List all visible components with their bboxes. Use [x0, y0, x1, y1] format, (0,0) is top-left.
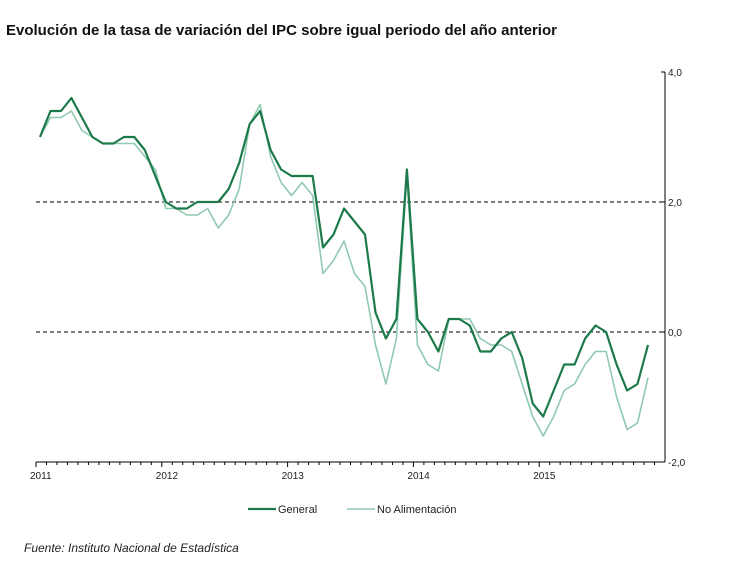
chart-title: Evolución de la tasa de variación del IP… — [6, 22, 557, 39]
x-tick-label: 2012 — [156, 471, 179, 482]
y-tick-label: 0,0 — [668, 328, 682, 339]
x-tick-label: 2013 — [282, 471, 305, 482]
legend-label-no-alimentacion: No Alimentación — [377, 504, 457, 516]
legend: General No Alimentación — [248, 504, 457, 516]
axes: 4,0 2,0 0,0 -2,0 2011 2012 2013 2014 2015 — [30, 68, 686, 482]
series-line-general — [38, 96, 650, 418]
y-tick-label: -2,0 — [668, 458, 686, 469]
series-lines — [38, 96, 650, 437]
legend-label-general: General — [278, 504, 317, 516]
y-tick-label: 2,0 — [668, 198, 682, 209]
reference-lines — [36, 201, 665, 333]
x-tick-label: 2014 — [407, 471, 430, 482]
y-tick-label: 4,0 — [668, 68, 682, 79]
series-line-no-alimentacion — [39, 103, 649, 437]
x-tick-label: 2015 — [533, 471, 556, 482]
x-tick-label: 2011 — [30, 471, 52, 482]
source-note: Fuente: Instituto Nacional de Estadístic… — [24, 541, 239, 555]
